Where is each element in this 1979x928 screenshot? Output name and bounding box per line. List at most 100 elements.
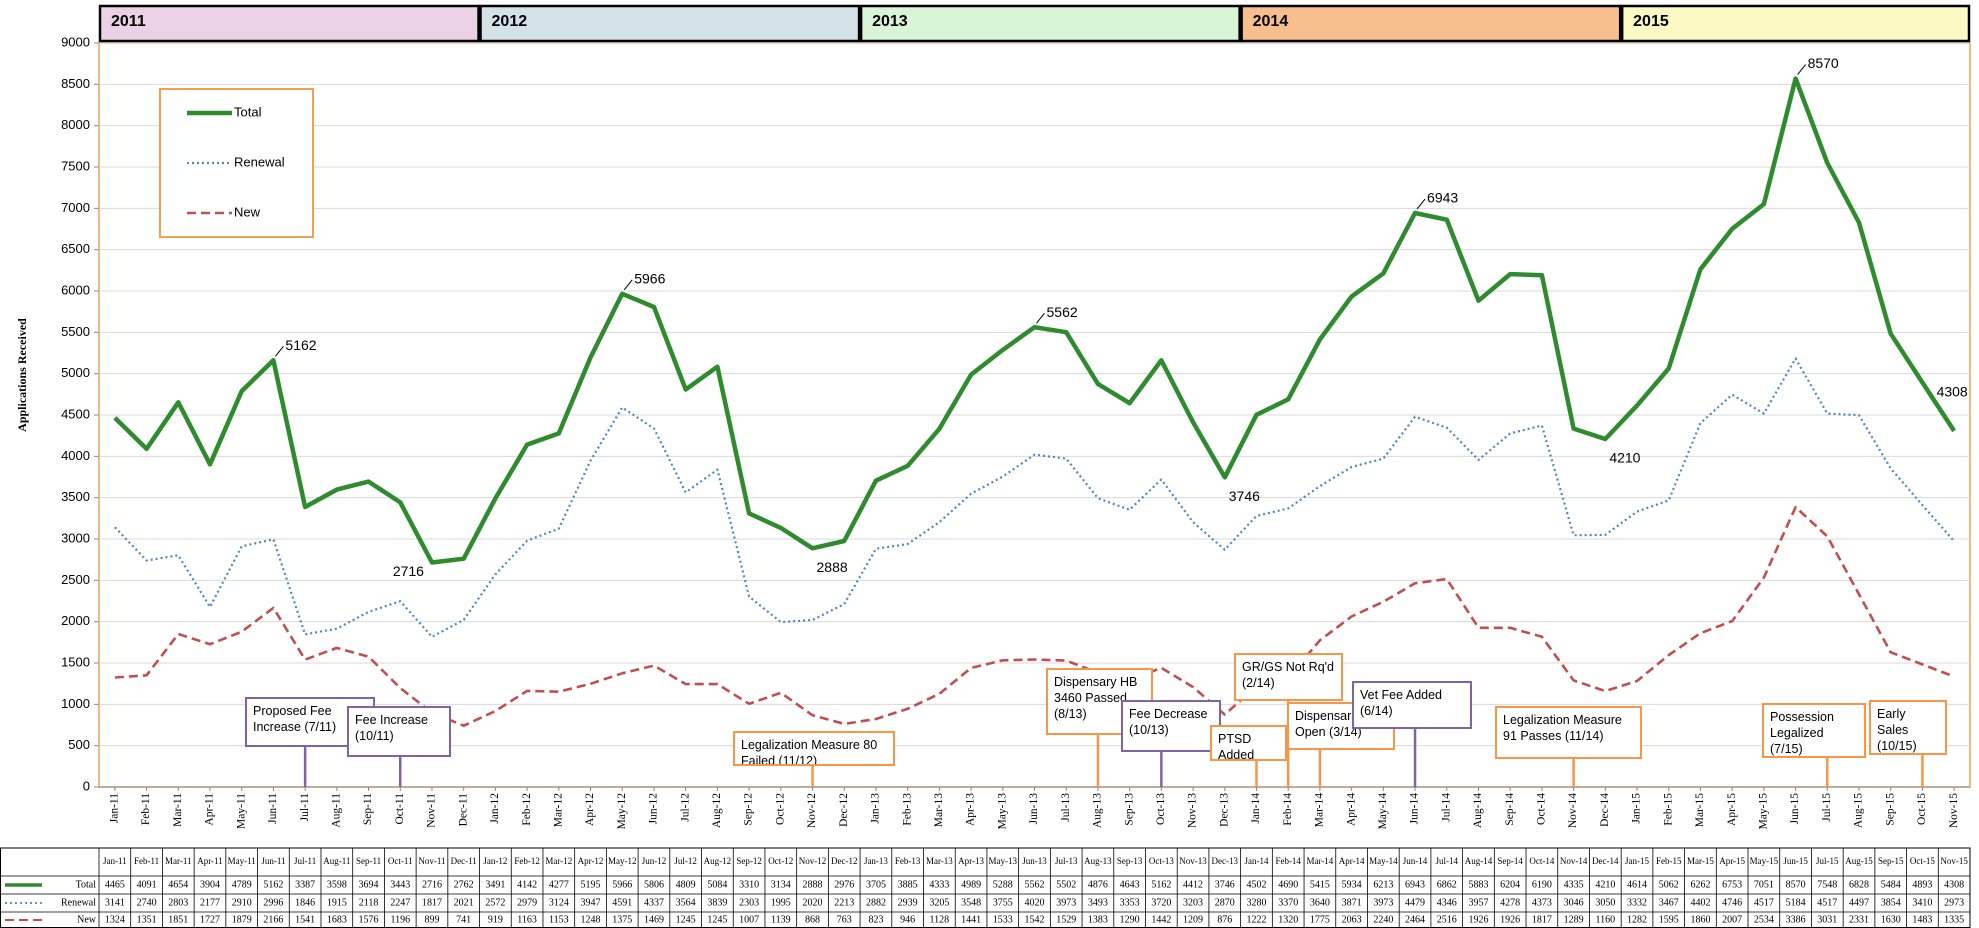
x-tick-label: Feb-14 [1282,793,1294,826]
table-cell: 2007 [1722,914,1742,925]
table-cell: 6190 [1532,879,1552,890]
x-tick-label: Jun-15 [1789,793,1801,825]
table-cell: 5484 [1881,879,1901,890]
x-tick-label: Oct-14 [1536,793,1548,825]
table-cell: 2118 [359,897,379,908]
table-cell: 1817 [1532,914,1552,925]
x-tick-label: Oct-13 [1155,793,1167,825]
table-cell: 1128 [930,914,950,925]
table-cell: 3491 [485,879,505,890]
table-cell: 4465 [105,879,125,890]
table-row-label: Renewal [61,897,96,908]
table-header: Apr-12 [578,856,604,866]
table-cell: 1139 [771,914,791,925]
table-cell: 2910 [232,897,252,908]
period-band [1240,4,1622,43]
point-label: 2716 [393,563,424,579]
table-cell: 4412 [1183,879,1203,890]
table-header: May-15 [1750,856,1779,866]
table-cell: 3548 [961,897,981,908]
table-cell: 1335 [1944,914,1964,925]
series-line [114,357,1955,638]
table-cell: 3694 [359,879,379,890]
y-tick-label: 7500 [61,158,90,173]
table-cell: 4893 [1912,879,1932,890]
table-cell: 6204 [1500,879,1520,890]
label-leader [1036,312,1045,324]
table-cell: 3705 [866,879,886,890]
table-cell: 2762 [454,879,474,890]
table-cell: 4502 [1246,879,1266,890]
label-leader [275,345,284,357]
table-cell: 4517 [1754,897,1774,908]
point-label: 5562 [1047,304,1078,320]
table-cell: 4402 [1690,897,1710,908]
point-label: 4308 [1937,384,1968,400]
table-cell: 3973 [1373,897,1393,908]
table-cell: 2740 [137,897,157,908]
x-tick-label: Dec-12 [838,793,850,827]
label-leader [1797,64,1806,75]
table-header: Jul-11 [294,856,316,866]
table-cell: 1007 [739,914,759,925]
table-cell: 1320 [1278,914,1298,925]
annotation: GR/GS Not Rq'd (2/14) [1234,653,1343,701]
period-label: 2013 [872,13,908,30]
table-header: May-11 [228,856,256,866]
y-tick-label: 5000 [61,365,90,380]
table-cell: 4497 [1849,897,1869,908]
annotation: Legalization Measure 91 Passes (11/14) [1495,706,1642,759]
y-axis-title: Applications Received [15,318,29,432]
x-tick-label: Feb-12 [521,793,533,826]
table-header: Nov-12 [799,856,827,866]
annotation: Fee Increase (10/11) [347,706,451,757]
table-cell: 1595 [1659,914,1679,925]
table-cell: 4643 [1120,879,1140,890]
table-header: Jun-13 [1022,856,1047,866]
table-cell: 2021 [454,897,474,908]
annotation: Possession Legalized (7/15) [1762,703,1866,758]
table-cell: 2516 [1437,914,1457,925]
series-line [114,505,1955,727]
x-tick-label: Jun-11 [267,793,279,824]
table-cell: 2464 [1405,914,1425,925]
table-cell: 4789 [232,879,252,890]
table-cell: 3031 [1817,914,1837,925]
table-cell: 5415 [1310,879,1330,890]
table-header: Nov-14 [1560,856,1588,866]
table-header: Oct-14 [1529,856,1554,866]
table-header: Oct-15 [1910,856,1935,866]
table-cell: 5966 [612,879,632,890]
x-tick-label: May-15 [1758,793,1770,830]
table-cell: 4278 [1500,897,1520,908]
table-cell: 4277 [549,879,569,890]
x-tick-label: May-14 [1377,793,1389,830]
table-header: Sep-14 [1497,856,1523,866]
table-cell: 6943 [1405,879,1425,890]
table-header: Dec-14 [1592,856,1619,866]
x-tick-label: Jul-14 [1440,793,1452,822]
x-tick-label: Jan-13 [870,793,882,824]
table-header: Jan-13 [864,856,888,866]
table-cell: 946 [900,914,915,925]
y-tick-label: 3500 [61,489,90,504]
table-cell: 919 [488,914,503,925]
table-header: Mar-14 [1307,856,1334,866]
table-cell: 2166 [263,914,283,925]
x-tick-label: Apr-11 [204,793,216,826]
table-cell: 2716 [422,879,442,890]
x-tick-label: May-12 [616,793,628,830]
table-cell: 1683 [327,914,347,925]
table-header: Jul-13 [1055,856,1078,866]
table-cell: 1846 [295,897,315,908]
annotation: Fee Decrease (10/13) [1121,700,1221,752]
x-tick-label: Mar-12 [552,793,564,828]
table-cell: 1915 [327,897,347,908]
y-tick-label: 2000 [61,613,90,628]
table-cell: 5288 [993,879,1013,890]
table-cell: 4308 [1944,879,1964,890]
table-cell: 6213 [1373,879,1393,890]
period-label: 2012 [492,13,528,30]
x-tick-label: Aug-15 [1853,793,1865,828]
point-label: 4210 [1609,450,1640,466]
